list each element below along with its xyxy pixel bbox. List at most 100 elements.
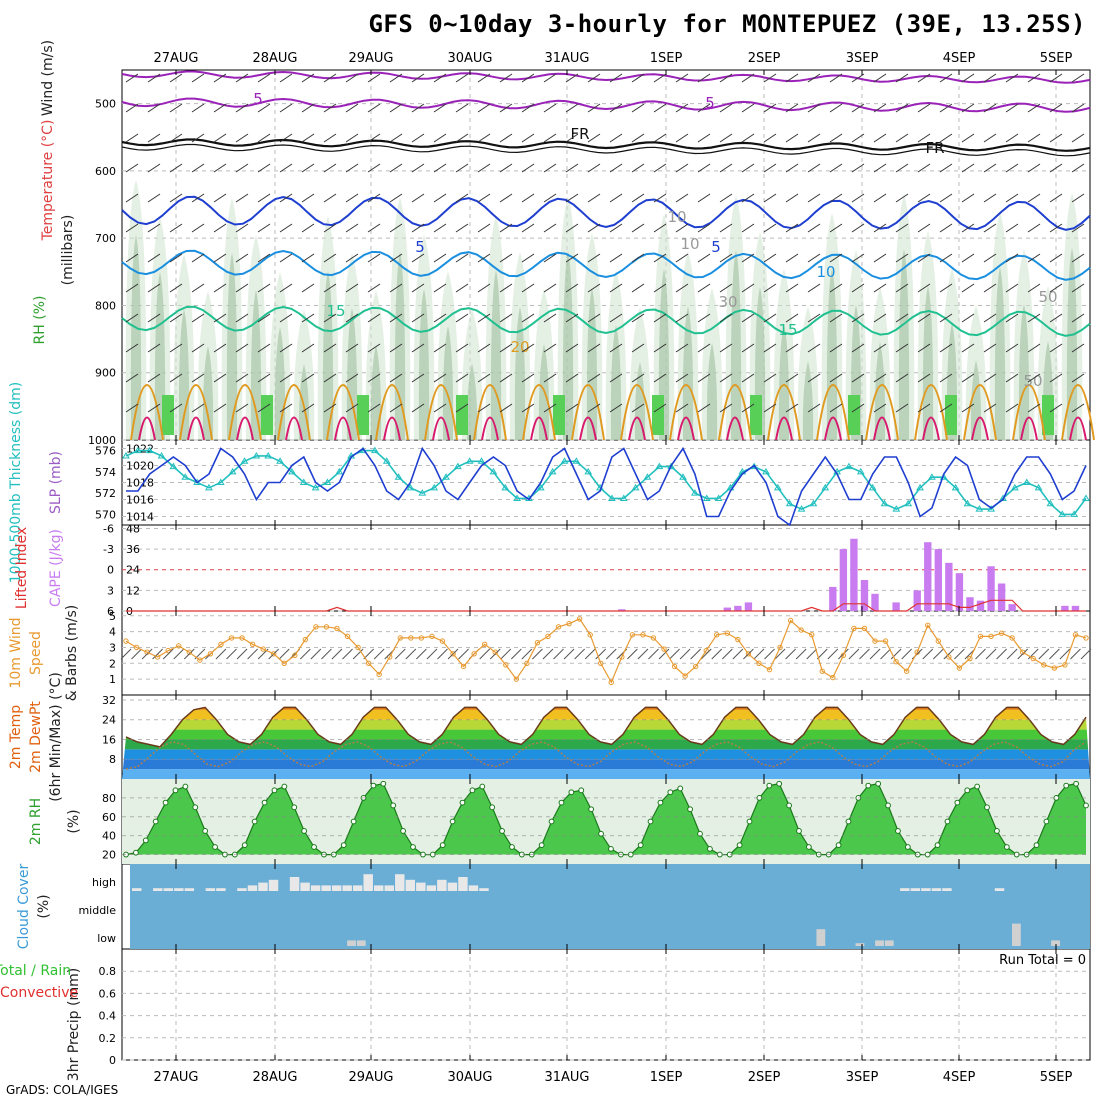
- temp-band: [122, 695, 1090, 700]
- wind-barb: [543, 163, 557, 173]
- wind-barb: [1005, 133, 1019, 143]
- wind-barb: [499, 73, 513, 83]
- cape-tick: 24: [126, 564, 140, 577]
- rh-point: [598, 830, 604, 837]
- wind-barb: [587, 163, 601, 173]
- li-tick: -6: [103, 522, 114, 535]
- wind-barb: [120, 648, 132, 660]
- wind-barb: [741, 73, 755, 83]
- wind-barb: [675, 223, 689, 233]
- wind-barb: [345, 223, 359, 233]
- wind-barb: [411, 103, 425, 113]
- wind-barb: [1049, 253, 1063, 263]
- rh-point: [707, 845, 713, 852]
- wind-barb: [939, 103, 953, 113]
- wind-barb: [323, 133, 337, 143]
- wind-barb: [961, 193, 975, 203]
- rh-point: [400, 828, 407, 834]
- cloud-high-bar: [321, 885, 331, 891]
- wind-barb: [499, 193, 513, 203]
- precip-convective-label: Convective: [0, 985, 78, 1001]
- rh-point: [241, 842, 248, 849]
- rh-point: [974, 783, 981, 790]
- thickness-marker: [785, 499, 794, 507]
- wind-barb: [191, 103, 205, 113]
- wind-barb: [851, 403, 865, 413]
- wind-barb: [191, 73, 205, 83]
- date-label-bottom: 5SEP: [1040, 1070, 1073, 1085]
- wind-barb: [521, 343, 535, 353]
- wind-barb: [565, 133, 579, 143]
- wind-barb: [125, 73, 139, 83]
- cape-bar: [734, 605, 742, 611]
- rh-point: [370, 782, 377, 789]
- dewpt-line: [125, 741, 1087, 770]
- wind-barb: [213, 133, 227, 143]
- thickness-line: [125, 449, 1087, 516]
- wind-barb: [257, 103, 271, 113]
- wind-barb: [917, 73, 931, 83]
- cloud-high-bar: [931, 888, 942, 891]
- wind-barb: [1071, 403, 1085, 413]
- wind-barb: [433, 373, 447, 383]
- rh-point: [865, 782, 872, 789]
- wind-barb: [806, 648, 818, 660]
- wind-barb: [827, 648, 839, 660]
- wind-barb: [785, 193, 799, 203]
- wind-barb: [477, 343, 491, 353]
- wind-barb: [1071, 373, 1085, 383]
- wind-speed-point: [387, 654, 393, 660]
- upper-y-tick: 900: [95, 367, 116, 380]
- rh-high-shape: [162, 395, 174, 435]
- wind-barb: [711, 648, 723, 660]
- wind-barb: [169, 313, 183, 323]
- rh-shade-shape: [778, 324, 790, 440]
- wind-barb: [653, 223, 667, 233]
- temp-contour-arch: [187, 416, 205, 441]
- wind-barb: [389, 253, 403, 263]
- wind-speed-point: [756, 660, 762, 667]
- wind-barb: [873, 73, 887, 83]
- wind-barb: [939, 73, 953, 83]
- wind-barb: [257, 343, 271, 353]
- wind-barb: [1005, 403, 1019, 413]
- wind-barb: [499, 283, 513, 293]
- wind-barb: [543, 103, 557, 113]
- rh-axis-label: (%): [66, 809, 82, 833]
- li-line: [126, 599, 1086, 612]
- rh-point: [311, 844, 317, 850]
- temp-contour-arch: [579, 416, 597, 441]
- cloud-high-bar: [300, 882, 310, 891]
- wind-barb: [125, 373, 139, 383]
- temp-contour-arch: [130, 384, 164, 441]
- upper-y-tick: 800: [95, 299, 116, 312]
- rh-shade-shape: [370, 345, 382, 440]
- wind-speed-point: [1083, 635, 1089, 641]
- wind-barb: [279, 103, 293, 113]
- wind-speed-point: [787, 617, 794, 624]
- wind-barb: [961, 133, 975, 143]
- cloud-high-bar: [247, 885, 258, 891]
- wind-barb: [719, 403, 733, 413]
- temp-contour-arch: [1012, 384, 1046, 441]
- wind-barb: [763, 403, 777, 413]
- date-label-top: 29AUG: [348, 51, 393, 66]
- wind-barb: [543, 73, 557, 83]
- wind-barb: [895, 253, 909, 263]
- wind-barb: [1005, 73, 1019, 83]
- rh-high-shape: [652, 395, 664, 435]
- wind-barb: [587, 103, 601, 113]
- wind-barb: [162, 648, 174, 660]
- wind-barb: [763, 343, 777, 353]
- wind-barb: [917, 193, 931, 203]
- rh-point: [637, 842, 644, 849]
- wind-barb: [433, 223, 447, 233]
- wind-barb: [609, 193, 623, 203]
- rh-point: [1033, 842, 1040, 849]
- wind-barb: [587, 133, 601, 143]
- cape-bar: [966, 597, 974, 611]
- cape-bar: [829, 586, 837, 611]
- wind-barb: [785, 313, 799, 323]
- wind-speed-point: [608, 679, 614, 686]
- li-axis-label: Lifted Index: [14, 527, 30, 609]
